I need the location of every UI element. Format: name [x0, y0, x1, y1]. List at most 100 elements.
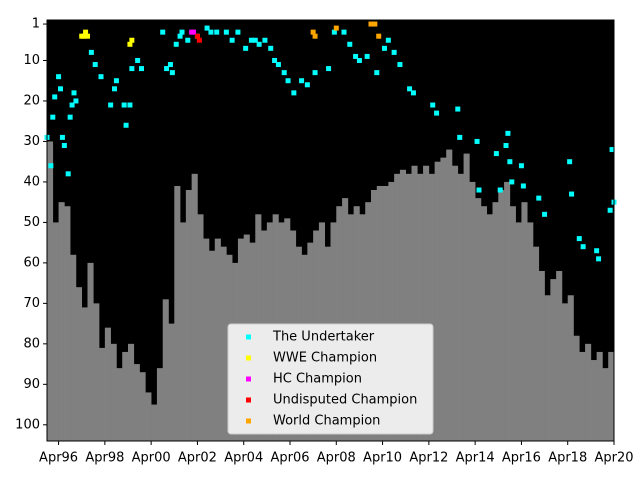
point [609, 147, 615, 153]
legend-label: Undisputed Champion [273, 393, 417, 408]
bar [70, 254, 77, 441]
point [69, 102, 75, 108]
point [596, 256, 602, 262]
point [177, 33, 183, 39]
point [474, 138, 480, 144]
point [518, 163, 524, 169]
bar [365, 202, 372, 441]
bar [486, 214, 493, 441]
bar [52, 222, 59, 441]
legend-swatch [246, 334, 251, 340]
y-tick-label: 40 [23, 174, 40, 189]
point [285, 78, 291, 84]
bar [590, 360, 597, 441]
point [214, 29, 220, 35]
bar [411, 165, 418, 441]
x-tick-label: Apr18 [548, 451, 587, 466]
bar [434, 161, 441, 442]
x-tick-label: Apr04 [224, 451, 263, 466]
point [81, 33, 87, 39]
bar [151, 404, 158, 441]
point [275, 62, 281, 68]
legend-label: The Undertaker [272, 330, 375, 345]
x-tick-label: Apr10 [363, 451, 402, 466]
bar [81, 307, 88, 441]
bar [538, 270, 545, 441]
point [61, 142, 67, 148]
point [108, 102, 114, 108]
bar [527, 222, 534, 441]
x-tick-label: Apr06 [270, 451, 309, 466]
bar [504, 181, 511, 441]
point [127, 102, 133, 108]
bar [174, 185, 181, 441]
bar [139, 372, 146, 441]
point [83, 29, 89, 35]
bar [220, 246, 227, 441]
bar [521, 202, 528, 441]
point [71, 90, 77, 96]
bar [122, 351, 129, 441]
bar [145, 392, 152, 441]
point [50, 114, 56, 120]
bar [191, 173, 198, 442]
x-tick-label: Apr02 [178, 451, 217, 466]
bar [602, 368, 609, 441]
point [73, 98, 79, 104]
y-tick-label: 30 [23, 134, 40, 149]
legend-swatch [246, 397, 251, 403]
bar [116, 368, 123, 441]
point [520, 183, 526, 189]
point [569, 191, 575, 197]
bar [203, 238, 210, 441]
legend-box [227, 323, 434, 435]
bar [110, 343, 117, 441]
legend-label: HC Champion [273, 372, 362, 387]
x-tick-label: Apr96 [39, 451, 78, 466]
point [223, 29, 229, 35]
bar [509, 206, 516, 441]
point [397, 62, 403, 68]
point [88, 49, 94, 55]
point [503, 142, 509, 148]
point [67, 114, 73, 120]
point [576, 236, 582, 242]
point [333, 25, 339, 31]
point [123, 122, 129, 128]
x-tick-label: Apr16 [502, 451, 541, 466]
bar [180, 222, 187, 441]
point [382, 45, 387, 51]
point [455, 106, 461, 112]
point [92, 62, 98, 68]
point [256, 41, 262, 47]
y-tick-label: 100 [15, 417, 40, 432]
bar [463, 153, 470, 441]
point [243, 45, 249, 51]
bar [423, 165, 430, 441]
point [191, 29, 197, 35]
point [208, 29, 214, 35]
point [347, 41, 353, 47]
bar [64, 206, 71, 441]
bar [168, 323, 175, 441]
point [434, 110, 440, 116]
point [374, 70, 380, 76]
point [341, 29, 347, 35]
point [509, 179, 515, 185]
bar [382, 185, 389, 441]
point [291, 90, 297, 96]
bar [556, 270, 563, 441]
bar [469, 181, 476, 441]
x-tick-label: Apr08 [317, 451, 356, 466]
point [493, 151, 499, 157]
point [129, 66, 135, 72]
point [127, 41, 133, 47]
point [194, 33, 200, 39]
bar [128, 343, 135, 441]
point [204, 25, 210, 31]
bar [480, 206, 488, 441]
point [312, 70, 318, 76]
bar [371, 190, 378, 441]
bar [405, 173, 412, 442]
point [179, 29, 185, 35]
